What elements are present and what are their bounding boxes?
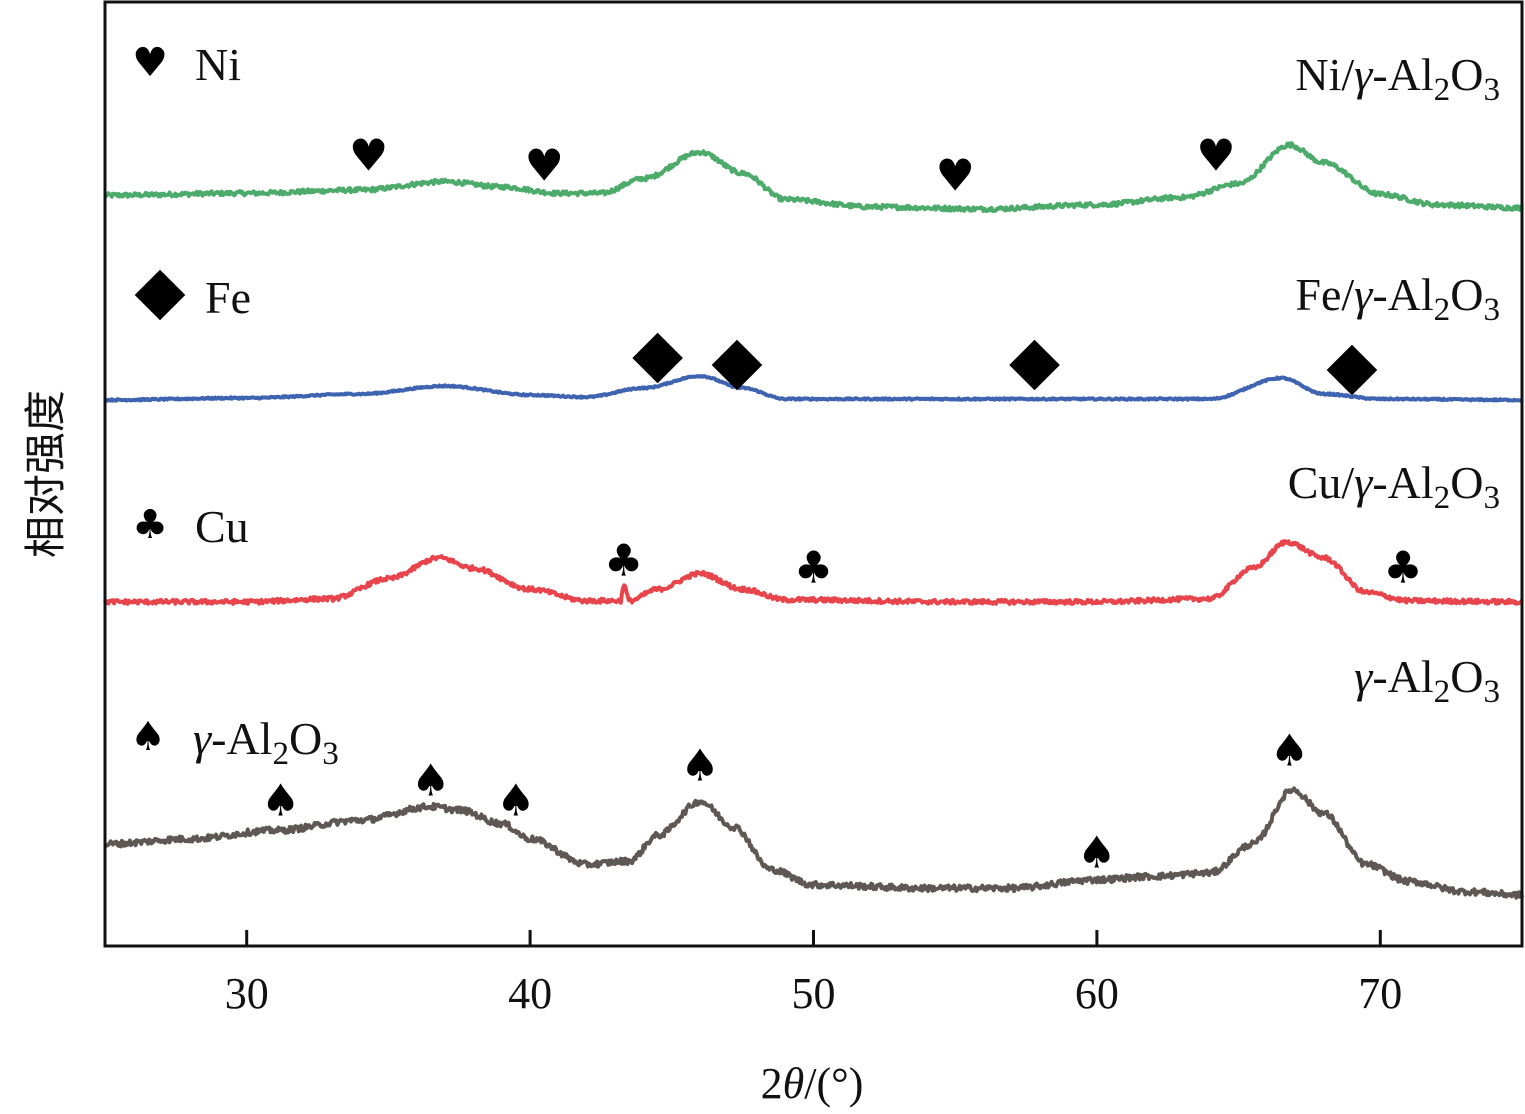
series-line-2 xyxy=(103,539,1524,606)
heart-marker: ♥ xyxy=(1196,130,1235,181)
club-marker: ♣ xyxy=(794,542,833,593)
series-label-2-part: 2 xyxy=(1434,479,1451,516)
legend-label-3-part: 2 xyxy=(272,735,289,772)
legend-heart-icon: ♥ xyxy=(132,40,168,86)
diamond-marker xyxy=(711,339,763,391)
series-label-3: γ-Al2O3 xyxy=(1354,651,1500,710)
x-tick-label: 40 xyxy=(508,969,552,1018)
series-label-1-part: 3 xyxy=(1483,291,1500,328)
series-label-0-part: -Al xyxy=(1372,49,1433,100)
svg-text:♥: ♥ xyxy=(132,40,168,86)
legend-label-3-part: O xyxy=(289,713,322,764)
x-axis-title: 2θ/(°) xyxy=(761,1059,864,1108)
club-marker: ♣ xyxy=(604,535,643,586)
legend-label-3-part: γ xyxy=(193,713,213,764)
series-label-2-part: Cu/ xyxy=(1288,457,1355,508)
svg-text:♠: ♠ xyxy=(130,714,166,760)
svg-text:♠: ♠ xyxy=(261,775,300,826)
spade-marker: ♠ xyxy=(1270,725,1309,776)
series-label-0-part: 2 xyxy=(1434,71,1451,108)
series-label-1: Fe/γ-Al2O3 xyxy=(1295,269,1500,328)
x-tick-label: 30 xyxy=(225,969,269,1018)
legend-diamond-icon xyxy=(134,269,186,321)
x-tick-label: 60 xyxy=(1075,969,1119,1018)
legend-label-3: γ-Al2O3 xyxy=(193,713,339,772)
series-label-1-part: O xyxy=(1450,269,1483,320)
x-axis: 30 40 50 60 70 xyxy=(225,930,1402,1018)
svg-text:♣: ♣ xyxy=(132,502,168,548)
svg-text:♣: ♣ xyxy=(604,535,643,586)
svg-text:♠: ♠ xyxy=(1270,725,1309,776)
diamond-marker xyxy=(632,332,683,384)
legend-label-3-part: 3 xyxy=(322,735,339,772)
series-label-2-part: -Al xyxy=(1372,457,1433,508)
series-label-0: Ni/γ-Al2O3 xyxy=(1295,49,1500,108)
svg-text:♠: ♠ xyxy=(1077,827,1116,878)
heart-marker: ♥ xyxy=(935,150,974,201)
legend-label-0-part: Ni xyxy=(195,39,241,90)
svg-text:♥: ♥ xyxy=(1196,130,1235,181)
series-label-2-part: O xyxy=(1450,457,1483,508)
svg-text:♠: ♠ xyxy=(680,740,719,791)
spade-marker: ♠ xyxy=(261,775,300,826)
series-line-1 xyxy=(103,374,1524,403)
series-line-0 xyxy=(103,141,1524,213)
series-label-0-part: 3 xyxy=(1483,71,1500,108)
legend-label-2-part: Cu xyxy=(195,501,249,552)
legend: ♥ Ni Fe ♣ Cu ♠ γ-Al2O3 xyxy=(130,39,339,772)
series-label-1-part: 2 xyxy=(1434,291,1451,328)
plot-area: ♥ ♥ ♥ ♥ ♣ ♣ ♣ ♠ ♠ ♠ ♠ ♠ ♠ xyxy=(103,130,1524,900)
series-label-2-part: γ xyxy=(1354,457,1374,508)
heart-marker: ♥ xyxy=(525,140,564,191)
diamond-marker xyxy=(1009,339,1060,391)
svg-text:♥: ♥ xyxy=(349,130,388,181)
x-axis-title-part: 2 xyxy=(761,1059,783,1108)
series-label-3-part: γ xyxy=(1354,651,1374,702)
series-label-0-part: O xyxy=(1450,49,1483,100)
legend-spade-icon: ♠ xyxy=(130,714,166,760)
series-label-1-part: -Al xyxy=(1372,269,1433,320)
series-label-3-part: 3 xyxy=(1483,673,1500,710)
x-axis-title-part: θ xyxy=(783,1059,805,1108)
spade-marker: ♠ xyxy=(680,740,719,791)
series-label-0-part: Ni/ xyxy=(1295,49,1354,100)
legend-label-1: Fe xyxy=(205,272,251,323)
spade-marker: ♠ xyxy=(1077,827,1116,878)
legend-label-3-part: -Al xyxy=(211,713,272,764)
diamond-marker xyxy=(1326,344,1378,396)
y-axis-title: 相对强度 xyxy=(21,390,70,558)
series-label-0-part: γ xyxy=(1354,49,1374,100)
spade-marker: ♠ xyxy=(496,775,535,826)
x-tick-label: 70 xyxy=(1358,969,1402,1018)
svg-text:♥: ♥ xyxy=(935,150,974,201)
svg-text:♠: ♠ xyxy=(496,775,535,826)
x-axis-title-part: /(°) xyxy=(804,1059,863,1108)
legend-club-icon: ♣ xyxy=(132,502,168,548)
series-label-3-part: -Al xyxy=(1372,651,1433,702)
svg-text:♣: ♣ xyxy=(794,542,833,593)
svg-text:♣: ♣ xyxy=(1383,542,1422,593)
legend-label-2: Cu xyxy=(195,501,249,552)
series-label-2: Cu/γ-Al2O3 xyxy=(1288,457,1500,516)
series-label-1-part: Fe/ xyxy=(1295,269,1354,320)
x-tick-label: 50 xyxy=(792,969,836,1018)
legend-label-1-part: Fe xyxy=(205,272,251,323)
series-label-3-part: O xyxy=(1450,651,1483,702)
series-label-2-part: 3 xyxy=(1483,479,1500,516)
heart-marker: ♥ xyxy=(349,130,388,181)
svg-text:♥: ♥ xyxy=(525,140,564,191)
spade-marker: ♠ xyxy=(411,755,450,806)
series-label-1-part: γ xyxy=(1354,269,1374,320)
series-label-3-part: 2 xyxy=(1434,673,1451,710)
series-line-3 xyxy=(104,786,1524,900)
club-marker: ♣ xyxy=(1383,542,1422,593)
legend-label-0: Ni xyxy=(195,39,241,90)
svg-text:♠: ♠ xyxy=(411,755,450,806)
